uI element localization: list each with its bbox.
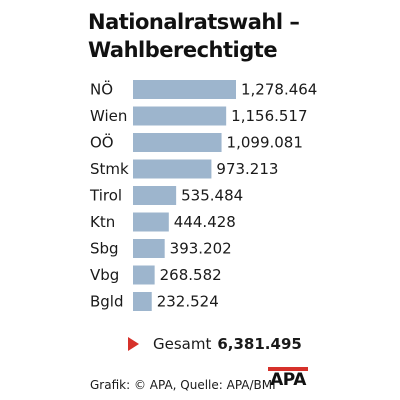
value-label-7: 268.582: [160, 266, 222, 284]
value-label-6: 393.202: [170, 240, 232, 258]
bar-4: [133, 186, 177, 205]
total-label: Gesamt: [153, 335, 212, 353]
source-credit: Grafik: © APA, Quelle: APA/BMI: [90, 378, 276, 392]
chart-title-line-1: Nationalratswahl –: [88, 10, 300, 34]
category-label-2: OÖ: [90, 133, 114, 152]
value-label-0: 1,278.464: [241, 81, 317, 99]
bar-3: [133, 159, 212, 179]
bar-0: [133, 80, 236, 99]
category-label-3: Stmk: [90, 160, 129, 178]
value-label-8: 232.524: [157, 293, 219, 311]
chart-title: Nationalratswahl – Wahlberechtigte: [88, 8, 388, 64]
bar-5: [133, 212, 169, 232]
total-row: Gesamt 6,381.495: [128, 333, 302, 355]
value-label-1: 1,156.517: [231, 107, 307, 125]
category-label-8: Bgld: [90, 293, 124, 311]
value-label-5: 444.428: [174, 213, 236, 231]
bar-6: [133, 239, 165, 258]
total-value: 6,381.495: [217, 335, 302, 353]
bar-2: [133, 133, 222, 152]
bar-1: [133, 106, 227, 126]
chart-title-line-2: Wahlberechtigte: [88, 38, 278, 62]
logo-accent-bar: [268, 367, 308, 371]
arrow-right-icon: [128, 337, 139, 351]
category-label-6: Sbg: [90, 240, 119, 258]
bar-7: [133, 265, 155, 285]
category-label-0: NÖ: [90, 80, 113, 99]
category-label-5: Ktn: [90, 213, 115, 231]
category-label-7: Vbg: [90, 266, 119, 284]
bar-8: [133, 292, 152, 311]
logo-text: APA: [270, 370, 306, 390]
category-label-1: Wien: [90, 107, 127, 125]
value-label-4: 535.484: [181, 187, 243, 205]
value-label-2: 1,099.081: [227, 134, 303, 152]
apa-logo: APA: [266, 367, 310, 395]
category-label-4: Tirol: [89, 187, 122, 205]
value-label-3: 973.213: [216, 160, 278, 178]
